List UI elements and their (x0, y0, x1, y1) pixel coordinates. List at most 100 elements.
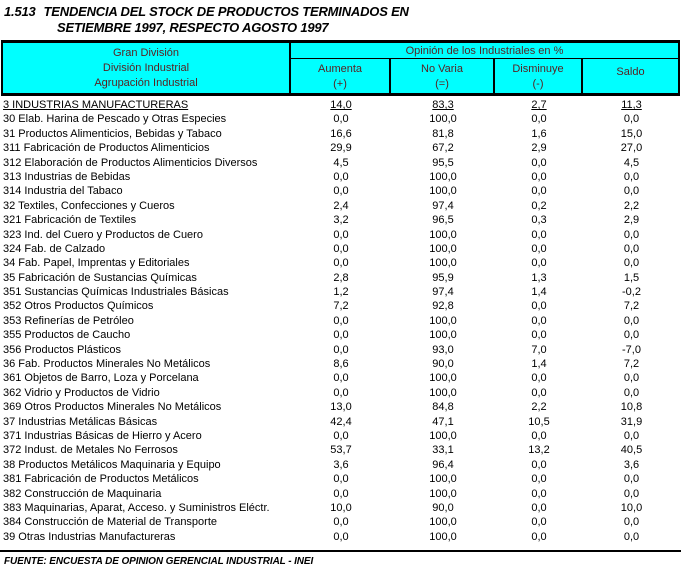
row-value-disminuye: 1,3 (531, 271, 547, 284)
table-row: 3 INDUSTRIAS MANUFACTURERAS 14,0 83,3 2,… (1, 98, 680, 112)
table-row: 351 Sustancias Químicas Industriales Bás… (1, 285, 680, 299)
row-value-aumenta: 0,0 (333, 386, 349, 399)
row-value-no-varia: 33,1 (432, 444, 454, 457)
row-value-disminuye: 0,0 (531, 386, 547, 399)
table-row: 36 Fab. Productos Minerales No Metálicos… (1, 357, 680, 371)
row-value-saldo: 0,0 (623, 473, 640, 486)
row-label: 352 Otros Productos Químicos (3, 300, 154, 313)
row-value-aumenta: 7,2 (333, 300, 349, 313)
column-header-disminuye: Disminuye (-) (495, 59, 583, 93)
table-row: 38 Productos Metálicos Maquinaria y Equi… (1, 458, 680, 472)
row-value-saldo: 0,0 (623, 530, 640, 543)
row-value-aumenta: 10,0 (330, 501, 352, 514)
row-value-saldo: 40,5 (620, 444, 643, 457)
row-value-aumenta: 0,0 (333, 113, 349, 126)
row-value-saldo: 3,6 (623, 458, 640, 471)
row-value-no-varia: 100,0 (429, 185, 457, 198)
row-value-no-varia: 100,0 (429, 113, 457, 126)
table-row: 369 Otros Productos Minerales No Metálic… (1, 400, 680, 414)
row-value-disminuye: 1,4 (531, 358, 547, 371)
title-text: TENDENCIA DEL STOCK DE PRODUCTOS TERMINA… (43, 4, 409, 19)
row-value-no-varia: 100,0 (429, 329, 457, 342)
row-value-saldo: 15,0 (620, 127, 643, 140)
row-label: 361 Objetos de Barro, Loza y Porcelana (3, 372, 199, 385)
row-value-no-varia: 100,0 (429, 242, 457, 255)
row-value-no-varia: 92,8 (432, 300, 454, 313)
column-sign: (+) (333, 77, 347, 90)
row-value-no-varia: 100,0 (429, 372, 457, 385)
row-value-aumenta: 0,0 (333, 329, 349, 342)
row-value-disminuye: 0,0 (531, 113, 547, 126)
row-value-saldo: 0,0 (623, 170, 640, 183)
row-label: 37 Industrias Metálicas Básicas (3, 415, 158, 428)
row-value-no-varia: 95,5 (432, 156, 454, 169)
row-value-aumenta: 2,8 (333, 271, 349, 284)
row-label: 35 Fabricación de Sustancias Químicas (3, 271, 197, 284)
row-label: 321 Fabricación de Textiles (3, 214, 137, 227)
row-value-aumenta: 0,0 (333, 429, 349, 442)
row-value-aumenta: 0,0 (333, 516, 349, 529)
row-value-disminuye: 0,0 (531, 473, 547, 486)
row-value-saldo: 0,0 (623, 386, 640, 399)
row-value-no-varia: 100,0 (429, 170, 457, 183)
row-value-disminuye: 0,0 (531, 501, 547, 514)
table-row: 313 Industrias de Bebidas 0,0 100,0 0,0 … (1, 170, 680, 184)
column-label: Aumenta (317, 62, 363, 75)
column-sign: (-) (532, 77, 544, 90)
row-label: 312 Elaboración de Productos Alimenticio… (3, 156, 258, 169)
row-value-disminuye: 0,0 (531, 329, 547, 342)
row-value-saldo: 2,2 (623, 199, 640, 212)
row-label: 324 Fab. de Calzado (3, 242, 106, 255)
table-row: 314 Industria del Tabaco 0,0 100,0 0,0 0… (1, 184, 680, 198)
row-label: 381 Fabricación de Productos Metálicos (3, 473, 199, 486)
row-label: 31 Productos Alimenticios, Bebidas y Tab… (3, 127, 222, 140)
row-value-disminuye: 7,0 (531, 343, 547, 356)
column-label: Saldo (616, 65, 645, 78)
table-row: 321 Fabricación de Textiles 3,2 96,5 0,3… (1, 213, 680, 227)
row-value-no-varia: 90,0 (432, 358, 454, 371)
row-value-saldo: 0,0 (623, 487, 640, 500)
row-value-saldo: 10,0 (620, 501, 643, 514)
row-label: 3 INDUSTRIAS MANUFACTURERAS (3, 99, 189, 111)
row-value-aumenta: 0,0 (333, 257, 349, 270)
row-value-no-varia: 81,8 (432, 127, 454, 140)
row-value-saldo: 0,0 (623, 329, 640, 342)
table-row: 32 Textiles, Confecciones y Cueros 2,4 9… (1, 199, 680, 213)
table-row: 311 Fabricación de Productos Alimenticio… (1, 141, 680, 155)
row-value-disminuye: 1,6 (531, 127, 547, 140)
row-value-no-varia: 83,3 (432, 99, 454, 111)
row-value-disminuye: 0,0 (531, 156, 547, 169)
row-value-disminuye: 0,0 (531, 429, 547, 442)
row-label: 383 Maquinarias, Aparat, Acceso. y Sumin… (3, 501, 270, 514)
table-row: 323 Ind. del Cuero y Productos de Cuero … (1, 228, 680, 242)
table-row: 324 Fab. de Calzado 0,0 100,0 0,0 0,0 (1, 242, 680, 256)
table-row: 30 Elab. Harina de Pescado y Otras Espec… (1, 112, 680, 126)
row-value-disminuye: 0,3 (531, 214, 547, 227)
row-label: 313 Industrias de Bebidas (3, 170, 131, 183)
row-value-no-varia: 95,9 (432, 271, 454, 284)
row-value-saldo: 4,5 (623, 156, 640, 169)
row-label: 311 Fabricación de Productos Alimenticio… (3, 142, 210, 155)
column-label: No Varia (421, 62, 463, 75)
table-row: 37 Industrias Metálicas Básicas 42,4 47,… (1, 415, 680, 429)
row-value-no-varia: 100,0 (429, 487, 457, 500)
row-value-disminuye: 0,0 (531, 242, 547, 255)
table-header-left-cell: Gran División División Industrial Agrupa… (3, 43, 291, 93)
row-value-aumenta: 13,0 (330, 401, 352, 414)
row-label: 36 Fab. Productos Minerales No Metálicos (3, 358, 211, 371)
table-row: 39 Otras Industrias Manufactureras 0,0 1… (1, 530, 680, 544)
row-value-no-varia: 97,4 (432, 199, 454, 212)
row-value-aumenta: 0,0 (333, 487, 349, 500)
row-value-saldo: 0,0 (623, 242, 640, 255)
row-value-disminuye: 0,0 (531, 228, 547, 241)
row-value-aumenta: 0,0 (333, 170, 349, 183)
source-note: FUENTE: ENCUESTA DE OPINION GERENCIAL IN… (4, 556, 314, 568)
column-header-saldo: Saldo (583, 59, 678, 93)
row-value-no-varia: 100,0 (429, 530, 457, 543)
row-label: 362 Vidrio y Productos de Vidrio (3, 386, 160, 399)
table-row: 31 Productos Alimenticios, Bebidas y Tab… (1, 127, 680, 141)
row-value-aumenta: 3,2 (333, 214, 349, 227)
row-value-saldo: 0,0 (623, 429, 640, 442)
row-value-saldo: 0,0 (623, 113, 640, 126)
row-value-disminuye: 0,0 (531, 257, 547, 270)
